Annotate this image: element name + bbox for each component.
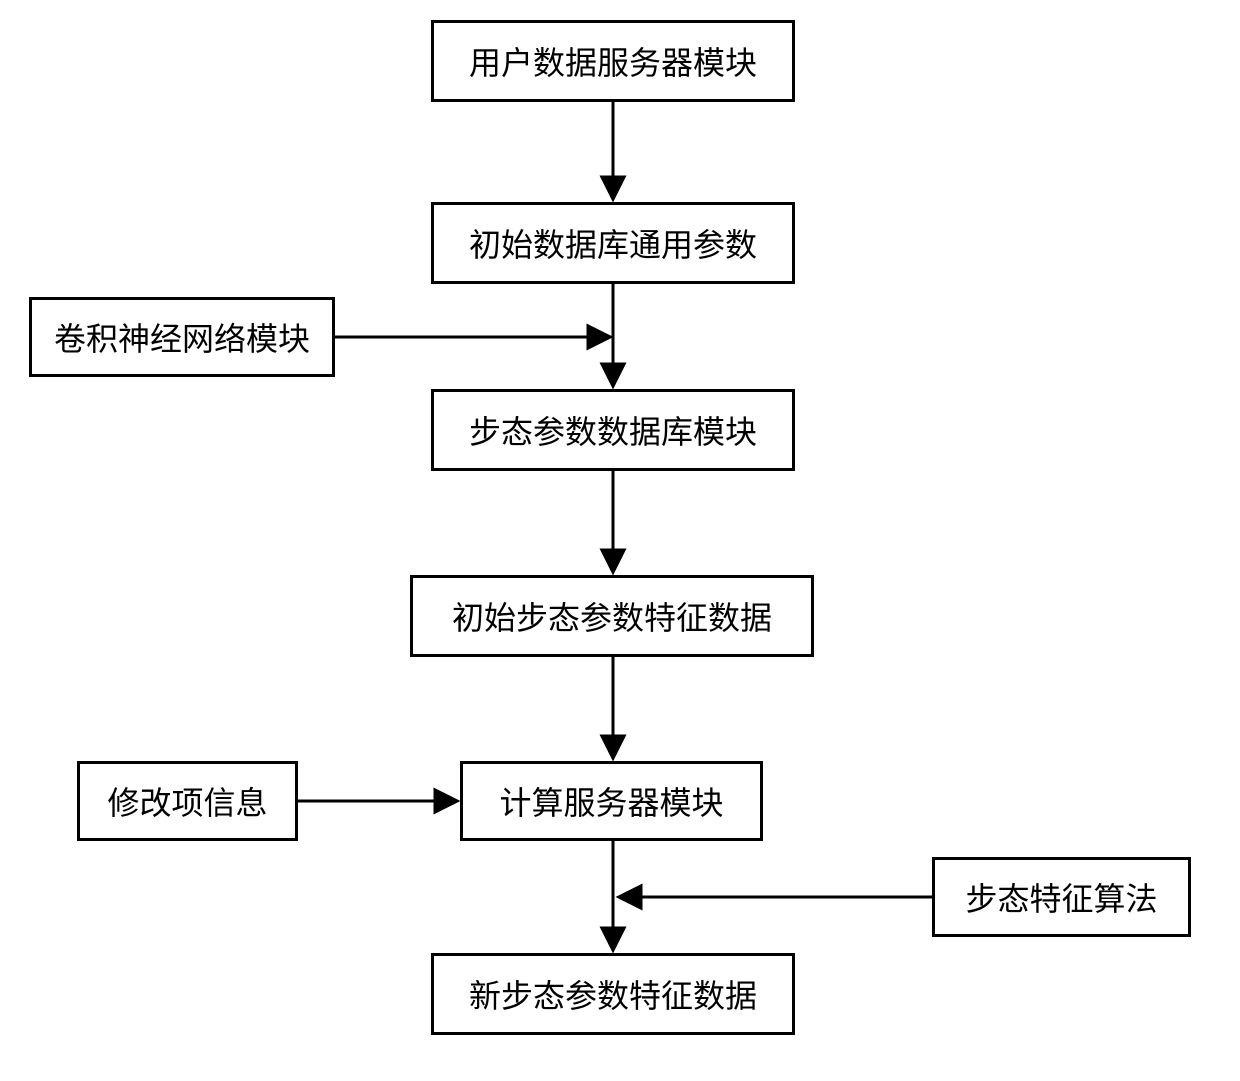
- node-label: 新步态参数特征数据: [469, 971, 757, 1017]
- node-user-data-server: 用户数据服务器模块: [431, 20, 795, 102]
- node-label: 步态特征算法: [965, 874, 1157, 920]
- node-label: 修改项信息: [107, 778, 267, 824]
- node-label: 步态参数数据库模块: [469, 407, 757, 453]
- node-initial-gait-feature-data: 初始步态参数特征数据: [410, 575, 814, 657]
- node-compute-server: 计算服务器模块: [460, 761, 763, 841]
- node-initial-db-common-params: 初始数据库通用参数: [431, 202, 795, 284]
- node-gait-param-db: 步态参数数据库模块: [431, 389, 795, 471]
- node-label: 卷积神经网络模块: [54, 314, 310, 360]
- flowchart-canvas: 用户数据服务器模块 初始数据库通用参数 卷积神经网络模块 步态参数数据库模块 初…: [0, 0, 1240, 1081]
- node-label: 初始步态参数特征数据: [452, 593, 772, 639]
- node-new-gait-feature-data: 新步态参数特征数据: [431, 953, 795, 1035]
- node-cnn-module: 卷积神经网络模块: [29, 297, 335, 377]
- node-label: 初始数据库通用参数: [469, 220, 757, 266]
- node-label: 用户数据服务器模块: [469, 38, 757, 84]
- node-label: 计算服务器模块: [499, 778, 723, 824]
- node-modification-info: 修改项信息: [77, 761, 298, 841]
- node-gait-feature-algorithm: 步态特征算法: [932, 857, 1191, 937]
